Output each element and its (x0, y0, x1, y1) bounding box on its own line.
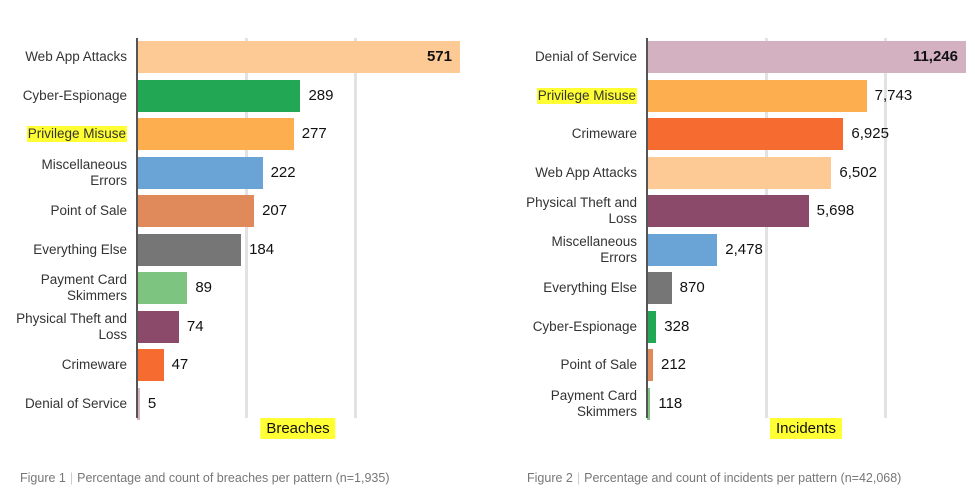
value-label: 289 (308, 86, 334, 104)
category-label: Crimeware (2, 346, 127, 384)
bar (647, 195, 809, 228)
category-text: Web App Attacks (25, 49, 127, 65)
bar (137, 233, 242, 266)
value-label: 5,698 (816, 202, 855, 220)
value-label: 6,502 (839, 163, 877, 181)
category-label: Denial of Service (2, 385, 127, 423)
category-label: Web App Attacks (512, 154, 637, 192)
category-label: Denial of Service (512, 38, 637, 76)
grid-line (764, 38, 768, 418)
bar (137, 349, 164, 382)
category-text: Payment Card Skimmers (550, 387, 637, 419)
category-text: Point of Sale (560, 357, 637, 373)
category-text: Denial of Service (24, 395, 127, 411)
value-label: 222 (270, 163, 296, 181)
bar (647, 272, 672, 305)
caption-separator: | (69, 471, 74, 485)
category-text: Cyber-Espionage (532, 318, 637, 334)
category-label: Physical Theft and Loss (2, 308, 127, 346)
x-axis-label: Incidents (769, 418, 843, 439)
category-text: Physical Theft and Loss (16, 310, 127, 342)
caption: Figure 1 | Percentage and count of breache… (20, 471, 389, 485)
value-label: 47 (171, 356, 189, 374)
value-label: 89 (195, 279, 213, 297)
value-label: 277 (301, 125, 327, 143)
bar (137, 118, 294, 151)
grid-line (354, 38, 358, 418)
category-label: Privilege Misuse (512, 77, 637, 115)
value-label: 571 (426, 48, 452, 66)
caption-label: Figure 1 (20, 471, 66, 485)
caption-text: Percentage and count of breaches per pat… (77, 471, 390, 485)
category-label: Payment Card Skimmers (512, 385, 637, 423)
bar (137, 310, 179, 343)
category-label: Point of Sale (2, 192, 127, 230)
caption-separator: | (576, 471, 581, 485)
caption-text: Percentage and count of incidents per pa… (584, 471, 902, 485)
bar (647, 310, 657, 343)
category-label: Point of Sale (512, 346, 637, 384)
category-text: Everything Else (33, 241, 127, 257)
category-text: Cyber-Espionage (22, 87, 127, 103)
bar (137, 79, 301, 112)
value-label: 328 (664, 317, 690, 335)
category-text: Physical Theft and Loss (526, 195, 637, 227)
value-label: 7,743 (874, 86, 913, 104)
category-label: Web App Attacks (2, 38, 127, 76)
category-text: Web App Attacks (535, 164, 637, 180)
bar (647, 79, 867, 112)
category-label: Privilege Misuse (2, 115, 127, 153)
axis-line (136, 38, 138, 418)
bar (647, 349, 653, 382)
value-label: 2,478 (725, 240, 763, 258)
x-axis-label-wrap: Incidents (769, 418, 843, 439)
category-label: Everything Else (512, 269, 637, 307)
bar (647, 233, 718, 266)
value-label: 870 (679, 279, 705, 297)
category-label: Miscellaneous Errors (512, 231, 637, 269)
category-label: Cyber-Espionage (2, 77, 127, 115)
category-text: Denial of Service (534, 49, 637, 65)
category-label: Physical Theft and Loss (512, 192, 637, 230)
category-label: Cyber-Espionage (512, 308, 637, 346)
category-text: Point of Sale (50, 203, 127, 219)
category-text: Privilege Misuse (26, 126, 127, 143)
bar (647, 118, 844, 151)
x-axis-label-wrap: Breaches (260, 418, 336, 439)
category-text: Payment Card Skimmers (40, 272, 127, 304)
category-label: Payment Card Skimmers (2, 269, 127, 307)
value-label: 207 (262, 202, 288, 220)
bar (647, 387, 651, 420)
bar (647, 156, 832, 189)
grid-line (884, 38, 888, 418)
bar (137, 195, 255, 228)
bar (137, 272, 188, 305)
value-label: 118 (658, 394, 683, 412)
bar (647, 41, 966, 74)
bar (137, 156, 263, 189)
category-text: Everything Else (543, 280, 637, 296)
value-label: 5 (147, 394, 157, 412)
category-text: Crimeware (571, 126, 637, 142)
value-label: 212 (661, 356, 687, 374)
category-label: Crimeware (512, 115, 637, 153)
bar (137, 41, 460, 74)
caption-label: Figure 2 (527, 471, 573, 485)
category-label: Miscellaneous Errors (2, 154, 127, 192)
category-label: Everything Else (2, 231, 127, 269)
x-axis-label: Breaches (260, 418, 336, 439)
category-text: Privilege Misuse (536, 87, 637, 104)
value-label: 6,925 (851, 125, 889, 143)
value-label: 11,246 (912, 48, 958, 66)
category-text: Miscellaneous Errors (551, 233, 637, 265)
axis-line (646, 38, 648, 418)
value-label: 184 (249, 240, 275, 258)
grid-line (244, 38, 248, 418)
category-text: Miscellaneous Errors (41, 156, 127, 188)
category-text: Crimeware (61, 357, 127, 373)
value-label: 74 (186, 317, 204, 335)
caption: Figure 2 | Percentage and count of inciden… (527, 471, 901, 485)
bar (137, 387, 140, 420)
